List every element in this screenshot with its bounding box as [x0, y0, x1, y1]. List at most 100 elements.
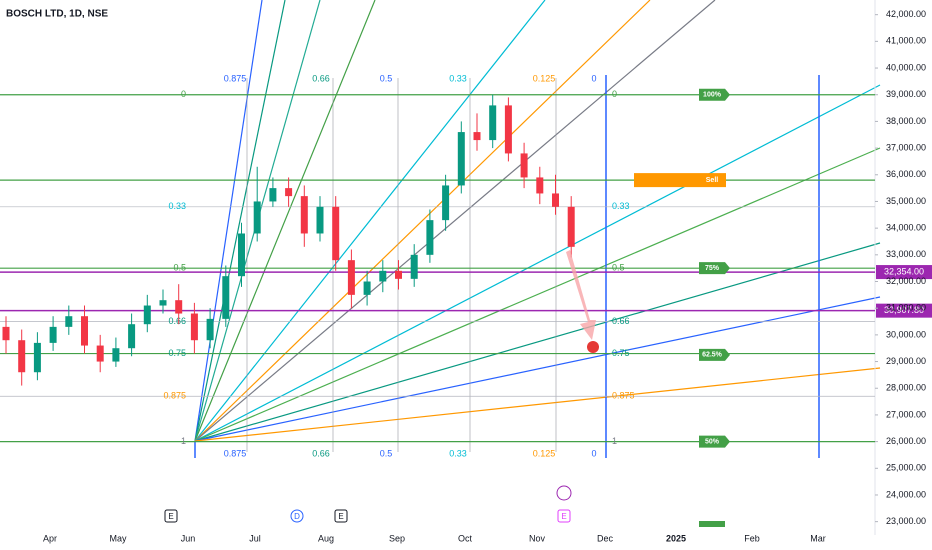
x-tick-label: Jun [181, 533, 196, 543]
candle-body [300, 196, 308, 234]
fan-level-label: 0.875 [612, 391, 635, 401]
y-tick-label: 31,000.00 [886, 303, 926, 313]
event-icon [164, 509, 178, 523]
candle-body [18, 340, 26, 373]
y-tick-label: 28,000.00 [886, 383, 926, 393]
price-tag [876, 303, 932, 318]
fan-level-label: 0.66 [612, 316, 630, 326]
time-level-label: 0 [591, 448, 596, 458]
candle-body [316, 206, 324, 234]
candle-body [489, 105, 497, 141]
y-tick-label: 39,000.00 [886, 89, 926, 99]
candle-body [536, 177, 544, 194]
price-tag [876, 265, 932, 280]
fan-level-label: 0 [612, 89, 617, 99]
x-tick-label: Oct [458, 533, 473, 543]
y-tick-label: 26,000.00 [886, 436, 926, 446]
fan-ray [194, 0, 263, 442]
y-tick-label: 41,000.00 [886, 36, 926, 46]
candle-body [112, 348, 120, 362]
event-icon [290, 509, 304, 523]
candle-body [81, 316, 88, 346]
y-tick-label: 23,000.00 [886, 516, 926, 526]
candle-body [442, 185, 450, 221]
candle-body [520, 153, 528, 178]
badge [699, 348, 730, 361]
time-level-label: 0.5 [380, 448, 393, 458]
badge-label: 75% [705, 265, 720, 272]
fan-ray [194, 296, 881, 442]
candle-body [363, 281, 371, 295]
event-icon [557, 509, 571, 523]
fan-level-label: 0.33 [612, 201, 630, 211]
time-level-label: 0.33 [449, 73, 467, 83]
event-label: D [294, 512, 300, 521]
time-level-label: 0.66 [312, 73, 330, 83]
fan-level-label: 0.5 [173, 263, 186, 273]
candle-body [410, 254, 418, 279]
y-tick-label: 24,000.00 [886, 489, 926, 499]
y-tick-label: 40,000.00 [886, 62, 926, 72]
y-tick-label: 29,000.00 [886, 356, 926, 366]
fan-ray [194, 0, 286, 442]
candle-body [379, 270, 387, 282]
candle-body [65, 316, 73, 327]
time-level-label: 0.875 [224, 73, 247, 83]
time-level-label: 0.5 [380, 73, 393, 83]
x-tick-label: Sep [389, 533, 405, 543]
badge-label: 50% [705, 438, 720, 445]
time-level-label: 0.33 [449, 448, 467, 458]
fan-level-label: 0.75 [168, 348, 186, 358]
y-tick-label: 30,000.00 [886, 329, 926, 339]
x-tick-label: Mar [810, 533, 826, 543]
y-tick-label: 35,000.00 [886, 196, 926, 206]
candle-body [253, 201, 261, 234]
candle-body [128, 324, 136, 349]
fan-level-label: 1 [181, 436, 186, 446]
candle-body [567, 206, 575, 247]
event-icon [556, 485, 572, 501]
x-tick-label: May [109, 533, 127, 543]
candle-body [426, 220, 434, 255]
time-level-label: 0.875 [224, 448, 247, 458]
badge-label: 62.5% [702, 352, 723, 359]
y-tick-label: 37,000.00 [886, 142, 926, 152]
x-tick-label: Jul [249, 533, 261, 543]
time-level-label: 0.66 [312, 448, 330, 458]
y-tick-label: 32,000.00 [886, 276, 926, 286]
candle-body [143, 305, 151, 325]
fan-level-label: 0.875 [163, 391, 186, 401]
candle-body [457, 132, 465, 186]
time-level-label: 0.125 [533, 73, 556, 83]
candle-body [269, 188, 277, 202]
event-label: E [168, 512, 173, 521]
time-level-label: 0 [591, 73, 596, 83]
candle-body [96, 345, 104, 362]
candle-body [238, 233, 245, 277]
candle-body [395, 270, 402, 279]
fan-ray [194, 0, 546, 442]
sell-bar [634, 173, 702, 188]
time-level-label: 0.125 [533, 448, 556, 458]
candle-body [33, 342, 41, 373]
y-tick-label: 42,000.00 [886, 9, 926, 19]
x-tick-label: Feb [744, 533, 760, 543]
candle-body [347, 260, 355, 295]
event-icon [334, 509, 348, 523]
fan-ray [194, 0, 716, 442]
candle-body [190, 313, 198, 341]
candle-body [332, 206, 340, 261]
x-tick-label: Dec [597, 533, 614, 543]
fan-level-label: 1 [612, 436, 617, 446]
fan-ray [194, 242, 881, 442]
candle-body [285, 188, 293, 197]
fan-ray [194, 0, 651, 442]
candle-body [552, 193, 559, 207]
y-tick-label: 34,000.00 [886, 223, 926, 233]
candle-body [175, 300, 183, 314]
fan-level-label: 0.75 [612, 348, 630, 358]
fan-ray [194, 147, 881, 442]
event-label: E [561, 512, 566, 521]
price-tag-label: 30,907.80 [884, 305, 924, 315]
